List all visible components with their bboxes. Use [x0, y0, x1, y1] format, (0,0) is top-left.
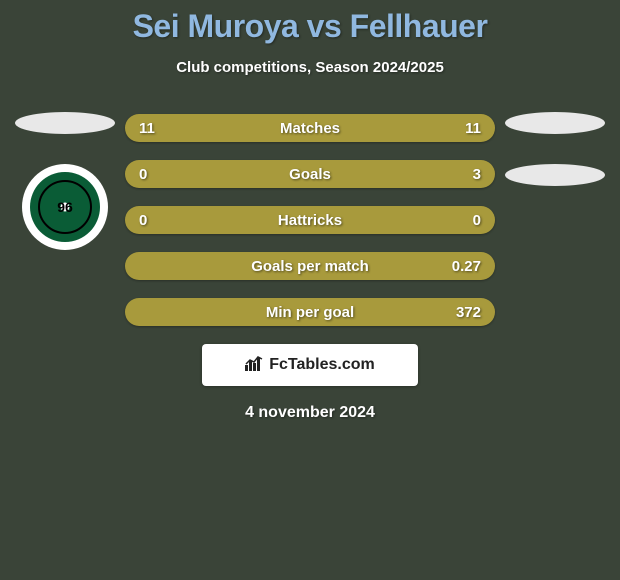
stat-right-value: 0.27 [452, 258, 481, 275]
player1-avatar-placeholder [15, 112, 115, 134]
stat-label: Goals per match [125, 258, 495, 275]
player2-avatar-placeholder [505, 112, 605, 134]
stat-row-goals-per-match: Goals per match 0.27 [125, 252, 495, 280]
comparison-title: Sei Muroya vs Fellhauer [0, 0, 620, 45]
stat-right-value: 3 [473, 166, 481, 183]
brand-text: FcTables.com [269, 356, 375, 374]
club-logo-inner: 96 [30, 172, 100, 242]
stat-left-value: 11 [139, 120, 155, 137]
stat-label: Matches [125, 120, 495, 137]
stats-column: 11 Matches 11 0 Goals 3 0 Hattricks 0 Go… [125, 114, 495, 326]
stat-row-goals: 0 Goals 3 [125, 160, 495, 188]
player2-club-placeholder [505, 164, 605, 186]
stat-label: Goals [125, 166, 495, 183]
stat-left-value: 0 [139, 212, 147, 229]
content-area: 96 11 Matches 11 0 Goals 3 0 Hattricks 0… [0, 114, 620, 326]
left-player-column: 96 [10, 112, 120, 250]
stat-row-hattricks: 0 Hattricks 0 [125, 206, 495, 234]
stat-left-value: 0 [139, 166, 147, 183]
date-text: 4 november 2024 [0, 404, 620, 422]
stat-right-value: 0 [473, 212, 481, 229]
right-player-column [500, 112, 610, 216]
stat-right-value: 11 [465, 120, 481, 137]
stat-row-min-per-goal: Min per goal 372 [125, 298, 495, 326]
stat-label: Min per goal [125, 304, 495, 321]
club-logo-text: 96 [57, 199, 73, 215]
chart-icon [245, 355, 265, 376]
player1-club-logo: 96 [22, 164, 108, 250]
stat-label: Hattricks [125, 212, 495, 229]
stat-row-matches: 11 Matches 11 [125, 114, 495, 142]
comparison-subtitle: Club competitions, Season 2024/2025 [0, 59, 620, 76]
stat-right-value: 372 [456, 304, 481, 321]
brand-badge: FcTables.com [202, 344, 418, 386]
